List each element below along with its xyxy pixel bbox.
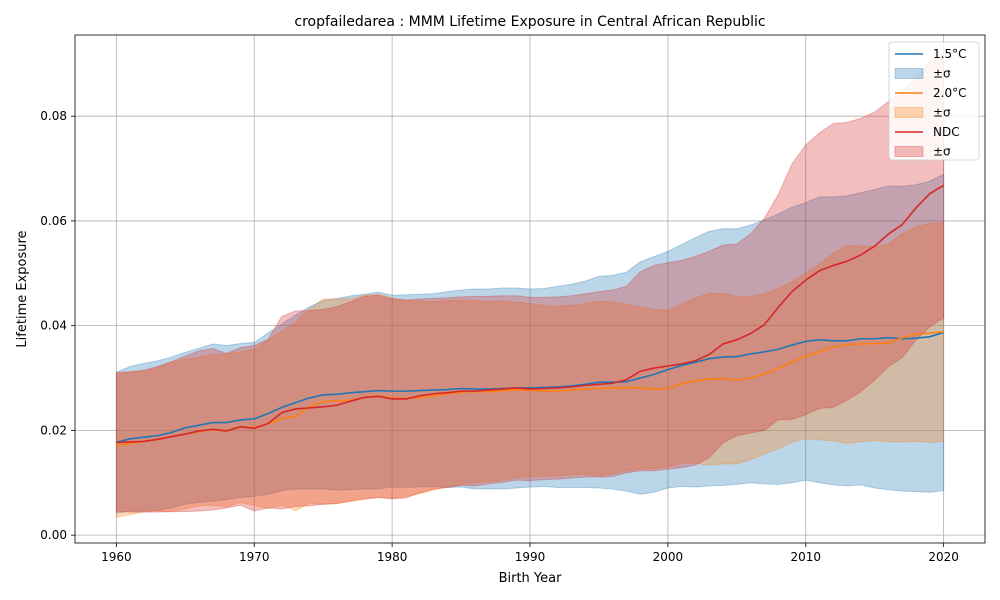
x-axis: 1960 1970 1980 1990 2000 2010 2020 — [101, 543, 959, 564]
band-2-0-c — [115, 221, 945, 518]
legend: 1.5°C ±σ 2.0°C ±σ NDC ±σ — [888, 41, 980, 161]
legend-band-label-1-5-c: ±σ — [933, 67, 951, 81]
x-tick-label: 1990 — [515, 550, 546, 564]
chart-title: cropfailedarea : MMM Lifetime Exposure i… — [294, 14, 765, 30]
legend-band-ndc — [894, 146, 924, 157]
band-1-5-c — [115, 173, 945, 514]
line-2-0-c — [116, 331, 944, 447]
y-tick-label: 0.08 — [40, 109, 67, 123]
error-bands — [115, 51, 945, 518]
grid-lines — [75, 35, 985, 543]
x-tick-label: 1980 — [377, 550, 408, 564]
x-axis-label: Birth Year — [499, 571, 563, 586]
legend-band-2-0-c — [894, 107, 924, 118]
series-lines — [116, 184, 945, 447]
legend-band-label-ndc: ±σ — [933, 145, 951, 159]
legend-label-2-0-c: 2.0°C — [933, 86, 966, 100]
x-tick-label: 2000 — [653, 550, 684, 564]
legend-box — [888, 41, 980, 161]
y-tick-label: 0.02 — [40, 423, 67, 437]
band-ndc — [115, 51, 945, 513]
x-tick-label: 1960 — [101, 550, 132, 564]
legend-band-label-2-0-c: ±σ — [933, 106, 951, 120]
legend-label-ndc: NDC — [933, 125, 960, 139]
y-tick-label: 0.06 — [40, 214, 67, 228]
y-axis: 0.00 0.02 0.04 0.06 0.08 — [40, 109, 75, 542]
y-tick-label: 0.00 — [40, 528, 67, 542]
line-1-5-c — [116, 331, 944, 444]
x-tick-label: 1970 — [239, 550, 270, 564]
line-ndc — [116, 184, 945, 444]
x-tick-label: 2020 — [928, 550, 959, 564]
x-tick-label: 2010 — [790, 550, 821, 564]
legend-band-1-5-c — [894, 68, 924, 79]
y-axis-label: Lifetime Exposure — [15, 230, 30, 347]
y-tick-label: 0.04 — [40, 319, 67, 333]
legend-label-1-5-c: 1.5°C — [933, 47, 966, 61]
